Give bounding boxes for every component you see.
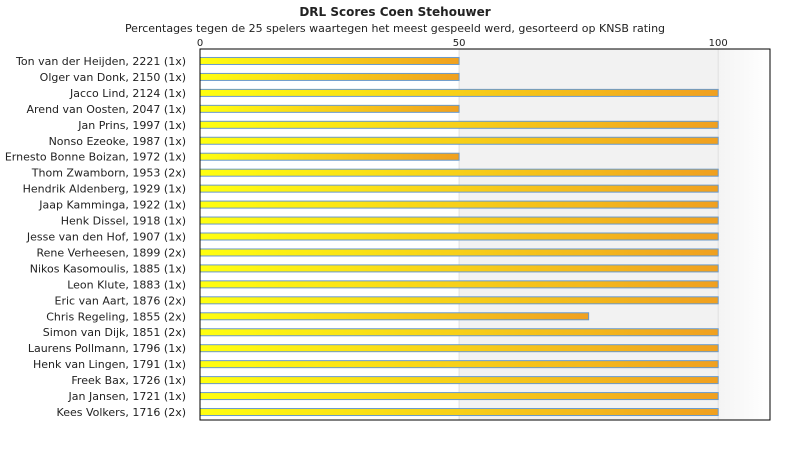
y-category-label: Jesse van den Hof, 1907 (1x) xyxy=(26,231,186,244)
bar xyxy=(199,200,719,209)
y-category-label: Jan Jansen, 1721 (1x) xyxy=(68,390,186,403)
y-category-label: Eric van Aart, 1876 (2x) xyxy=(55,294,186,307)
x-tick-label: 100 xyxy=(709,38,728,49)
y-category-label: Thom Zwamborn, 1953 (2x) xyxy=(31,167,186,180)
y-category-label: Leon Klute, 1883 (1x) xyxy=(67,278,186,291)
y-category-label: Ton van der Heijden, 2221 (1x) xyxy=(15,55,186,68)
y-category-label: Kees Volkers, 1716 (2x) xyxy=(57,406,186,419)
bar xyxy=(199,376,719,385)
chart-subtitle: Percentages tegen de 25 spelers waartege… xyxy=(124,22,666,35)
plot-band xyxy=(718,49,770,420)
bar xyxy=(199,328,719,337)
y-category-label: Olger van Donk, 2150 (1x) xyxy=(40,71,186,84)
y-category-label: Jaap Kamminga, 1922 (1x) xyxy=(38,199,186,212)
bar xyxy=(199,120,719,129)
plot-frame xyxy=(199,48,771,421)
bar xyxy=(199,296,719,305)
y-category-label: Chris Regeling, 1855 (2x) xyxy=(46,310,186,323)
bar xyxy=(199,56,460,65)
bar xyxy=(199,312,590,321)
bar xyxy=(199,392,719,401)
chart-title: DRL Scores Coen Stehouwer xyxy=(299,5,491,19)
y-category-label: Henk van Lingen, 1791 (1x) xyxy=(33,358,186,371)
bar xyxy=(199,344,719,353)
bar xyxy=(199,232,719,241)
bar xyxy=(199,264,719,273)
y-category-label: Jan Prins, 1997 (1x) xyxy=(77,119,186,132)
bar xyxy=(199,184,719,193)
bar xyxy=(199,360,719,369)
bar xyxy=(199,216,719,225)
bar xyxy=(199,136,719,145)
y-category-label: Simon van Dijk, 1851 (2x) xyxy=(43,326,186,339)
bar xyxy=(199,168,719,177)
bar xyxy=(199,152,460,161)
y-category-label: Hendrik Aldenberg, 1929 (1x) xyxy=(23,183,186,196)
bar xyxy=(199,72,460,81)
bar xyxy=(199,280,719,289)
y-category-label: Nonso Ezeoke, 1987 (1x) xyxy=(49,135,186,148)
y-category-label: Freek Bax, 1726 (1x) xyxy=(71,374,186,387)
y-category-label: Arend van Oosten, 2047 (1x) xyxy=(27,103,187,116)
bar xyxy=(199,104,460,113)
x-tick-label: 0 xyxy=(197,38,203,49)
y-category-label: Laurens Pollmann, 1796 (1x) xyxy=(28,342,186,355)
y-category-label: Ernesto Bonne Boizan, 1972 (1x) xyxy=(5,151,186,164)
x-tick-label: 50 xyxy=(453,38,466,49)
bar xyxy=(199,248,719,257)
y-category-label: Rene Verheesen, 1899 (2x) xyxy=(37,246,186,259)
y-category-label: Jacco Lind, 2124 (1x) xyxy=(69,87,186,100)
y-category-label: Nikos Kasomoulis, 1885 (1x) xyxy=(30,262,186,275)
bar xyxy=(199,408,719,417)
bar xyxy=(199,88,719,97)
y-category-label: Henk Dissel, 1918 (1x) xyxy=(61,215,186,228)
